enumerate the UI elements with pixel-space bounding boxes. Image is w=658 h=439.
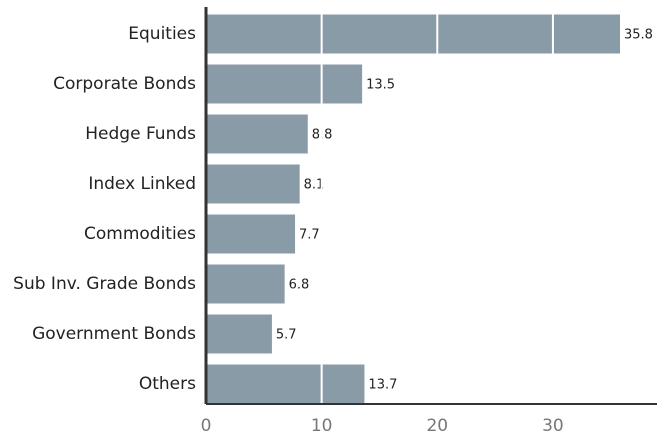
category-label: Hedge Funds	[85, 124, 196, 144]
value-label: 35.8	[624, 28, 653, 43]
value-label: 6.8	[289, 278, 310, 293]
bar	[206, 114, 308, 154]
x-tick-label: 10	[311, 416, 333, 436]
value-label: 13.7	[368, 378, 397, 393]
bar	[206, 264, 285, 304]
category-label: Government Bonds	[32, 324, 196, 344]
category-label: Sub Inv. Grade Bonds	[13, 274, 196, 294]
bar	[206, 14, 620, 54]
category-label: Equities	[128, 24, 196, 44]
x-tick-label: 0	[201, 416, 212, 436]
bar	[206, 164, 300, 204]
x-tick-label: 30	[542, 416, 564, 436]
value-label: 13.5	[366, 78, 395, 93]
value-label: 5.7	[276, 328, 297, 343]
value-label: 7.7	[299, 228, 320, 243]
x-tick-label: 20	[426, 416, 448, 436]
category-label: Index Linked	[88, 174, 196, 194]
category-label: Corporate Bonds	[53, 74, 196, 94]
bar	[206, 214, 296, 254]
bar	[206, 364, 365, 404]
value-label: 8.1	[304, 178, 325, 193]
bar	[206, 64, 363, 104]
category-label: Commodities	[84, 224, 196, 244]
bar	[206, 314, 272, 354]
category-label: Others	[139, 374, 196, 394]
